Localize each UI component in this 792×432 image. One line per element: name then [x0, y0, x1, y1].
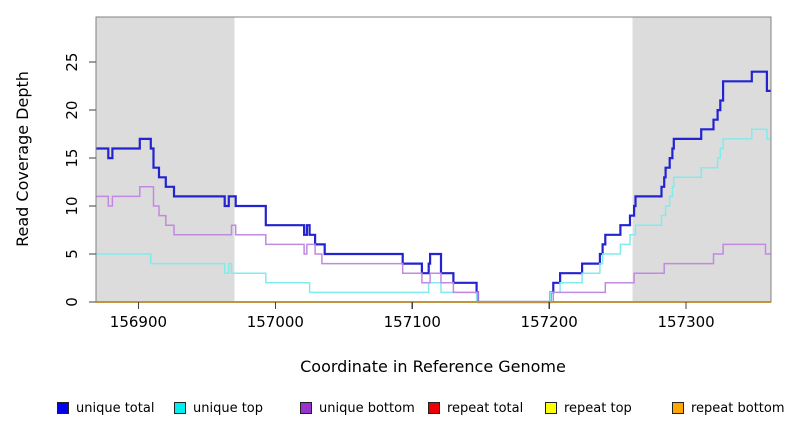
x-tick-label: 156900 — [110, 313, 167, 331]
coverage-plot: 156900 157000 157100 157200 157300 0 5 10 15 20 25… — [13, 16, 772, 376]
y-tick-label: 25 — [63, 53, 81, 72]
legend-swatch-unique-top — [174, 402, 186, 414]
legend-swatch-unique-total — [57, 402, 69, 414]
x-tick-label: 157300 — [657, 313, 714, 331]
legend-item-unique-top: unique top — [174, 399, 263, 417]
legend-item-unique-bottom: unique bottom — [300, 399, 415, 417]
legend-label: unique total — [76, 400, 155, 416]
x-tick-label: 157000 — [247, 313, 304, 331]
series-line-unique-top — [96, 128, 771, 303]
legend-swatch-unique-bottom — [300, 402, 312, 414]
y-axis-title: Read Coverage Depth — [13, 71, 32, 247]
legend-swatch-repeat-bottom — [672, 402, 684, 414]
legend-label: repeat total — [447, 400, 524, 416]
y-tick-label: 5 — [63, 249, 81, 259]
legend-item-repeat-top: repeat top — [545, 399, 632, 417]
legend-item-unique-total: unique total — [57, 399, 154, 417]
shaded-region — [96, 17, 235, 302]
legend-swatch-repeat-top — [545, 402, 557, 414]
legend-item-repeat-total: repeat total — [428, 399, 523, 417]
legend-label: repeat bottom — [691, 400, 785, 416]
legend-label: unique top — [193, 400, 264, 416]
shaded-region — [632, 17, 771, 302]
x-axis-title: Coordinate in Reference Genome — [300, 357, 566, 376]
legend-label: repeat top — [564, 400, 632, 416]
y-tick-label: 0 — [63, 297, 81, 307]
legend-item-repeat-bottom: repeat bottom — [672, 399, 785, 417]
x-tick-label: 157100 — [384, 313, 441, 331]
x-tick-label: 157200 — [521, 313, 578, 331]
legend-swatch-repeat-total — [428, 402, 440, 414]
y-tick-label: 15 — [63, 149, 81, 168]
legend-label: unique bottom — [319, 400, 415, 416]
series-line-unique-bottom — [96, 186, 771, 303]
y-tick-label: 10 — [63, 196, 81, 215]
y-tick-label: 20 — [63, 101, 81, 120]
axes-layer: 156900 157000 157100 157200 157300 0 5 10 15 20 25 — [63, 16, 772, 331]
legend: unique total unique top unique bottom re… — [0, 399, 792, 423]
plot-box — [95, 16, 772, 303]
